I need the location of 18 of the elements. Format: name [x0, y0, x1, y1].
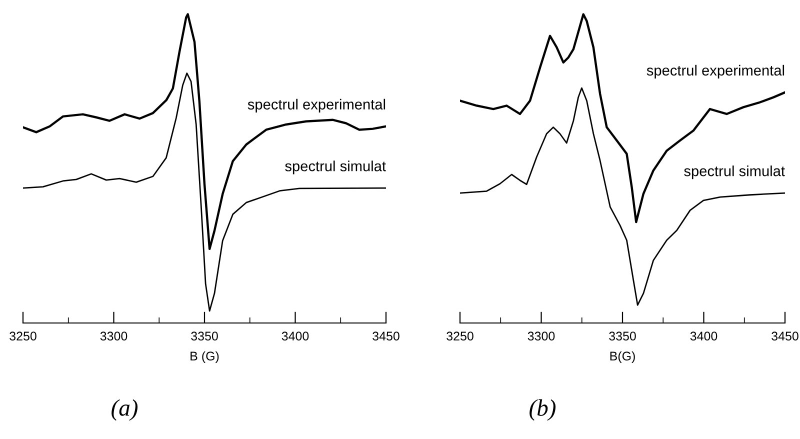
- x-axis-title: B (G): [190, 351, 219, 363]
- x-tick-label: 3450: [372, 332, 400, 341]
- x-tick-label: 3350: [191, 332, 218, 341]
- x-tick-label: 3450: [772, 332, 798, 341]
- series-label: spectrul simulat: [285, 160, 386, 174]
- x-tick-label: 3300: [100, 332, 128, 341]
- x-axis-title: B(G): [610, 351, 635, 363]
- series-label: spectrul experimental: [646, 64, 784, 78]
- x-tick-label: 3350: [609, 332, 636, 341]
- x-tick-label: 3300: [528, 332, 555, 341]
- x-tick-label: 3250: [10, 332, 36, 341]
- x-tick-label: 3400: [282, 332, 309, 341]
- x-tick-label: 3250: [446, 332, 474, 341]
- text: (a): [112, 399, 138, 421]
- series-label: spectrul simulat: [684, 166, 785, 180]
- x-tick-label: 3400: [690, 332, 718, 341]
- series-label: spectrul experimental: [248, 98, 386, 112]
- text: (b): [530, 399, 556, 421]
